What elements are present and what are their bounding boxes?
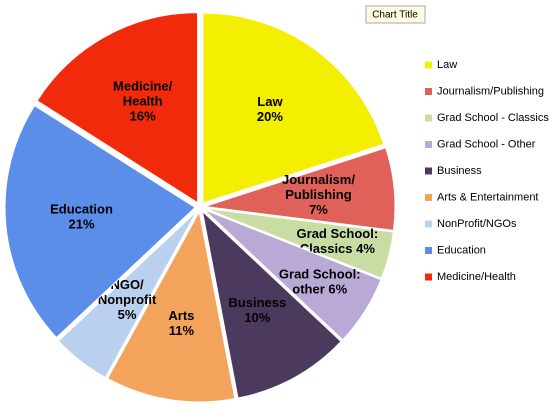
tooltip: Chart Title: [365, 5, 426, 24]
slice-label-line: Medicine/: [113, 79, 173, 94]
slice-label-line: Publishing: [285, 187, 352, 202]
pie-slice: [4, 104, 196, 339]
value-label: 21%: [69, 217, 95, 232]
slice-label: Law 20%: [257, 95, 284, 125]
pie-slice: [201, 209, 342, 399]
value-label: 5%: [118, 307, 137, 322]
slice-label: Arts 11%: [168, 308, 194, 338]
slice-label-line: Arts: [168, 308, 194, 323]
legend-swatch: [425, 88, 432, 95]
legend-swatch: [425, 167, 432, 175]
value-label: 7%: [309, 202, 328, 217]
slice-label-line: Law: [257, 95, 283, 110]
legend-label: Education: [437, 244, 486, 256]
tooltip-box: [365, 5, 426, 24]
pie-slice: [202, 12, 385, 204]
slice-label: Education 21%: [50, 202, 113, 232]
slice-label-line: Business: [228, 295, 286, 310]
legend-swatch: [425, 220, 432, 228]
slice-label: NGO/Nonprofit 5%: [98, 277, 157, 322]
pie-slice: [204, 147, 396, 231]
slice-label-line: Grad School:: [297, 226, 379, 241]
value-label: 10%: [244, 310, 270, 325]
slice-label-line: Journalism/: [282, 172, 355, 187]
slice-label-line: Classics: [300, 241, 356, 256]
value-label: 6%: [328, 282, 347, 297]
pie-slice: [57, 210, 198, 379]
legend-swatch: [425, 141, 432, 148]
legend-swatch: [425, 247, 432, 254]
pie-slice: [204, 207, 394, 279]
slice-label-line: Health: [123, 94, 163, 109]
pie-slice: [203, 209, 382, 341]
value-label: 20%: [257, 110, 283, 125]
pie-slice: [107, 210, 236, 403]
legend-label: Medicine/Health: [437, 271, 516, 283]
value-label: 11%: [169, 323, 195, 338]
value-label: 16%: [130, 109, 156, 124]
slice-label-line: NGO/: [110, 277, 144, 292]
slice-label: Business 10%: [228, 295, 286, 325]
legend-label: NonProfit/NGOs: [437, 218, 517, 230]
legend-swatch: [425, 114, 432, 122]
slice-label-line: other: [292, 282, 328, 297]
legend-swatch: [425, 273, 432, 281]
legend-label: Law: [437, 59, 457, 71]
slice-label: Journalism/Publishing 7%: [282, 172, 355, 217]
tooltip-text: Chart Title: [372, 10, 418, 21]
legend-swatch: [425, 61, 432, 69]
slice-label: Medicine/Health 16%: [113, 79, 173, 124]
slice-label-line: Education: [50, 202, 113, 217]
legend-label: Grad School - Other: [437, 138, 536, 150]
slice-label: Grad School: other 6%: [279, 267, 361, 297]
legend-label: Journalism/Publishing: [437, 85, 544, 97]
legend-swatch: [425, 194, 432, 201]
legend-label: Business: [437, 165, 482, 177]
slice-label-line: Nonprofit: [98, 292, 157, 307]
value-label: 4%: [356, 241, 375, 256]
legend-label: Grad School - Classics: [437, 112, 549, 124]
legend-label: Arts & Entertainment: [437, 191, 539, 203]
slice-label-line: Grad School:: [279, 267, 361, 282]
slice-label: Grad School: Classics 4%: [297, 226, 379, 256]
pie-slice: [36, 12, 199, 204]
